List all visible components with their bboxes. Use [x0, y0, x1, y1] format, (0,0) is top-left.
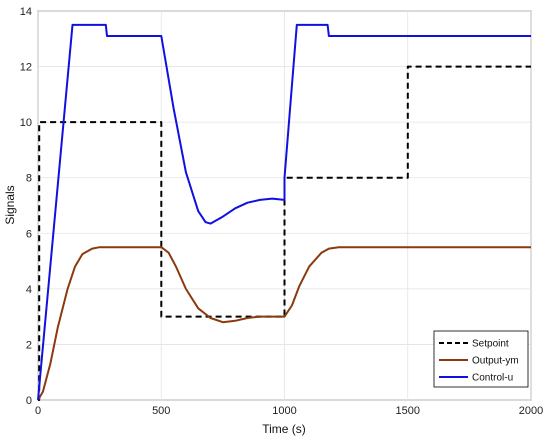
y-tick-label: 4: [26, 284, 32, 296]
legend: Setpoint Output-ym Control-u: [433, 330, 529, 388]
y-axis-label: Signals: [3, 185, 17, 224]
legend-label: Setpoint: [472, 339, 509, 350]
x-axis-label: Time (s): [262, 422, 306, 436]
x-tick-label: 0: [35, 405, 41, 417]
y-tick-label: 2: [26, 339, 32, 351]
series-output-ym: [37, 246, 531, 401]
x-tick-label: 1500: [396, 405, 420, 417]
y-tick-label: 6: [26, 228, 32, 240]
x-tick-label: 500: [152, 405, 170, 417]
series-setpoint: [38, 65, 531, 401]
y-tick-label: 14: [20, 6, 32, 18]
series-control-u: [37, 23, 531, 401]
x-tick-label: 1000: [272, 405, 296, 417]
y-tick-label: 0: [26, 395, 32, 407]
y-tick-label: 8: [26, 173, 32, 185]
legend-label: Output-ym: [472, 356, 519, 367]
y-tick-label: 10: [20, 117, 32, 129]
x-tick-label: 2000: [519, 405, 543, 417]
x-ticks: 0 500 1000 1500 2000: [35, 405, 543, 417]
y-ticks: 0 2 4 6 8 10 12 14: [20, 6, 32, 407]
y-tick-label: 12: [20, 62, 32, 74]
series-lines: [37, 23, 531, 401]
legend-label: Control-u: [472, 373, 513, 384]
